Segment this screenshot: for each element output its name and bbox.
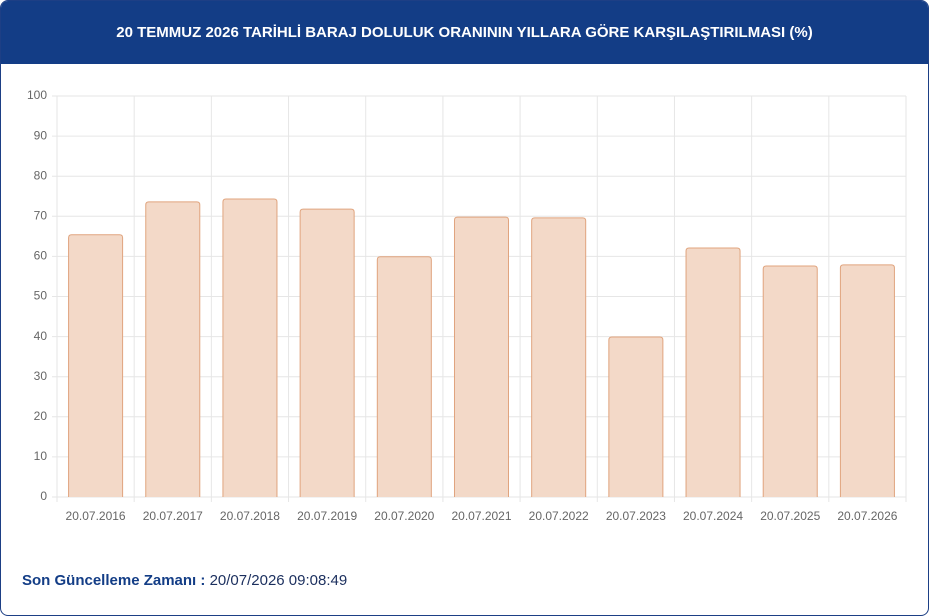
- x-tick-label: 20.07.2020: [374, 509, 434, 523]
- y-tick-label: 30: [34, 369, 48, 383]
- y-tick-label: 80: [34, 168, 48, 182]
- x-tick-label: 20.07.2025: [760, 509, 820, 523]
- bar: [839, 264, 895, 497]
- bar: [453, 216, 510, 497]
- bar: [68, 234, 124, 497]
- x-tick-label: 20.07.2017: [143, 509, 203, 523]
- x-tick-label: 20.07.2018: [220, 509, 280, 523]
- y-tick-label: 90: [34, 128, 48, 142]
- x-tick-label: 20.07.2026: [837, 509, 897, 523]
- bar: [222, 198, 278, 497]
- y-tick-label: 70: [34, 208, 48, 222]
- update-label: Son Güncelleme Zamanı :: [22, 572, 206, 589]
- bar: [299, 208, 355, 497]
- chart: 0 10 20 30 40 50 60 70 80 90 100 20.07.2016 20.07.20…: [27, 88, 907, 523]
- chart-title: 20 TEMMUZ 2026 TARİHLİ BARAJ DOLULUK ORA…: [1, 1, 928, 64]
- y-tick-label: 0: [40, 489, 47, 503]
- x-tick-label: 20.07.2022: [529, 509, 589, 523]
- update-time: 20/07/2026 09:08:49: [209, 572, 348, 589]
- bar: [376, 256, 432, 497]
- y-tick-label: 20: [34, 409, 48, 423]
- x-tick-label: 20.07.2024: [683, 509, 743, 523]
- bar: [762, 265, 818, 497]
- x-tick-label: 20.07.2023: [606, 509, 666, 523]
- x-tick-label: 20.07.2016: [66, 509, 126, 523]
- y-tick-label: 100: [27, 88, 47, 102]
- bar: [531, 217, 587, 497]
- y-tick-label: 10: [34, 449, 48, 463]
- bar: [685, 247, 741, 497]
- update-info: Son Güncelleme Zamanı : 20/07/2026 09:08…: [22, 572, 347, 589]
- bar: [608, 336, 664, 497]
- y-tick-label: 60: [34, 249, 48, 263]
- y-tick-label: 40: [34, 329, 48, 343]
- y-tick-label: 50: [34, 289, 48, 303]
- x-tick-label: 20.07.2019: [297, 509, 357, 523]
- x-tick-label: 20.07.2021: [451, 509, 511, 523]
- bar: [145, 201, 201, 497]
